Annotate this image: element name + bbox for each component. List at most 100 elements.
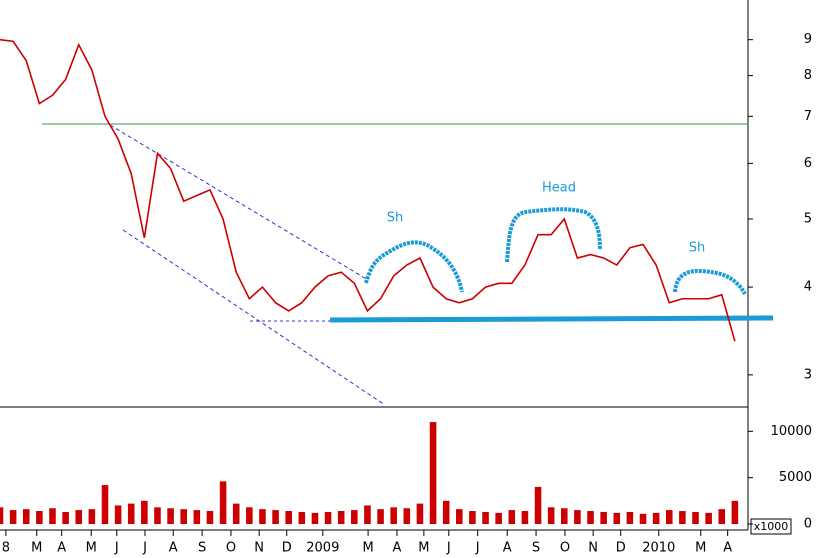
price-line [0, 38, 736, 342]
volume-bar [665, 510, 673, 524]
volume-bar [75, 510, 83, 524]
x-tick-label: J [142, 541, 147, 556]
y-tick-label: 7 [804, 109, 812, 124]
x-tick-label: S [198, 541, 206, 556]
volume-bar [206, 511, 214, 524]
x-tick-label: J [114, 541, 119, 556]
x-tick-label: M [86, 541, 97, 556]
volume-bar [429, 422, 437, 524]
volume-bar [101, 485, 109, 524]
volume-bar [534, 486, 542, 524]
shoulder-curve [364, 240, 464, 293]
volume-bar [600, 511, 607, 524]
volume-bar [364, 505, 371, 524]
volume-bar [0, 507, 4, 524]
y-tick-label: 9 [804, 32, 812, 47]
x-tick-label: D [282, 541, 292, 556]
x-tick-label: A [169, 541, 178, 556]
volume-bar [180, 509, 187, 524]
y-tick-label: 5 [804, 212, 812, 227]
y-tick-label: 10000 [771, 424, 812, 439]
x-tick-label: A [57, 541, 66, 556]
x-tick-label: M [418, 541, 429, 556]
volume-bar [259, 509, 266, 524]
y-tick-label: 4 [804, 280, 812, 295]
volume-bar [652, 512, 660, 524]
volume-bar [403, 508, 411, 524]
volume-bar [521, 511, 529, 524]
head-curve [505, 207, 602, 263]
x-tick-label: S [532, 541, 540, 556]
volume-bar [679, 511, 686, 524]
volume-bar [469, 511, 476, 524]
volume-bar [311, 512, 319, 524]
unit-label: x1000 [754, 520, 789, 533]
volume-bar [9, 510, 17, 524]
x-tick-label: A [723, 541, 732, 556]
x-tick-label: O [226, 541, 236, 556]
volume-bar [246, 507, 253, 524]
shoulder-curve [673, 268, 747, 296]
x-tick-label: A [503, 541, 512, 556]
x-tick-label: M [31, 541, 42, 556]
volume-bar [416, 503, 424, 524]
y-tick-label: 8 [804, 68, 812, 83]
volume-bar [154, 507, 161, 524]
volume-bar [114, 505, 122, 524]
volume-bar [508, 510, 516, 524]
channel-line [109, 124, 369, 281]
x-tick-label: J [475, 541, 480, 556]
x-tick-label: M [362, 541, 373, 556]
volume-bar [639, 513, 647, 524]
volume-bar [22, 509, 30, 524]
annotation: Sh [387, 211, 404, 226]
volume-bar [442, 500, 450, 524]
unit-box [750, 518, 792, 535]
x-tick-label: 2009 [306, 541, 339, 556]
y-tick-label: 0 [804, 517, 812, 532]
volume-bar [285, 511, 292, 524]
volume-bar [167, 508, 174, 524]
volume-bar [337, 511, 345, 524]
volume-bar [692, 511, 699, 524]
x-tick-label: M [695, 541, 706, 556]
neckline [329, 315, 774, 323]
volume-bar [88, 509, 96, 524]
volume-bar [232, 503, 240, 524]
volume-bar [219, 481, 227, 524]
volume-bar [377, 509, 384, 524]
x-tick-label: 8 [2, 541, 10, 556]
volume-bar [62, 511, 69, 524]
volume-bar [127, 503, 135, 524]
volume-bar [705, 512, 712, 524]
volume-bar [390, 507, 397, 524]
volume-bar [613, 512, 621, 524]
volume-bar [456, 509, 463, 524]
volume-bar [626, 511, 634, 524]
volume-bar [561, 508, 568, 524]
volume-bar [272, 510, 279, 524]
volume-bar [141, 500, 148, 524]
volume-bar [731, 500, 739, 524]
y-tick-label: 5000 [779, 470, 812, 485]
x-tick-label: D [616, 541, 626, 556]
y-tick-label: 3 [804, 367, 812, 382]
volume-bar [495, 512, 502, 524]
volume-bar [587, 511, 594, 524]
x-tick-label: N [588, 541, 598, 556]
y-tick-label: 6 [804, 156, 812, 171]
annotation: Head [542, 181, 576, 196]
x-tick-label: A [393, 541, 402, 556]
volume-bar [36, 511, 43, 524]
annotation: Sh [689, 241, 706, 256]
volume-bar [482, 511, 489, 524]
volume-bar [574, 510, 581, 524]
x-tick-label: O [560, 541, 570, 556]
volume-bar [298, 511, 306, 524]
volume-bar [547, 507, 555, 524]
channel-line [122, 229, 386, 406]
volume-bar [49, 508, 56, 524]
volume-bar [193, 510, 201, 524]
